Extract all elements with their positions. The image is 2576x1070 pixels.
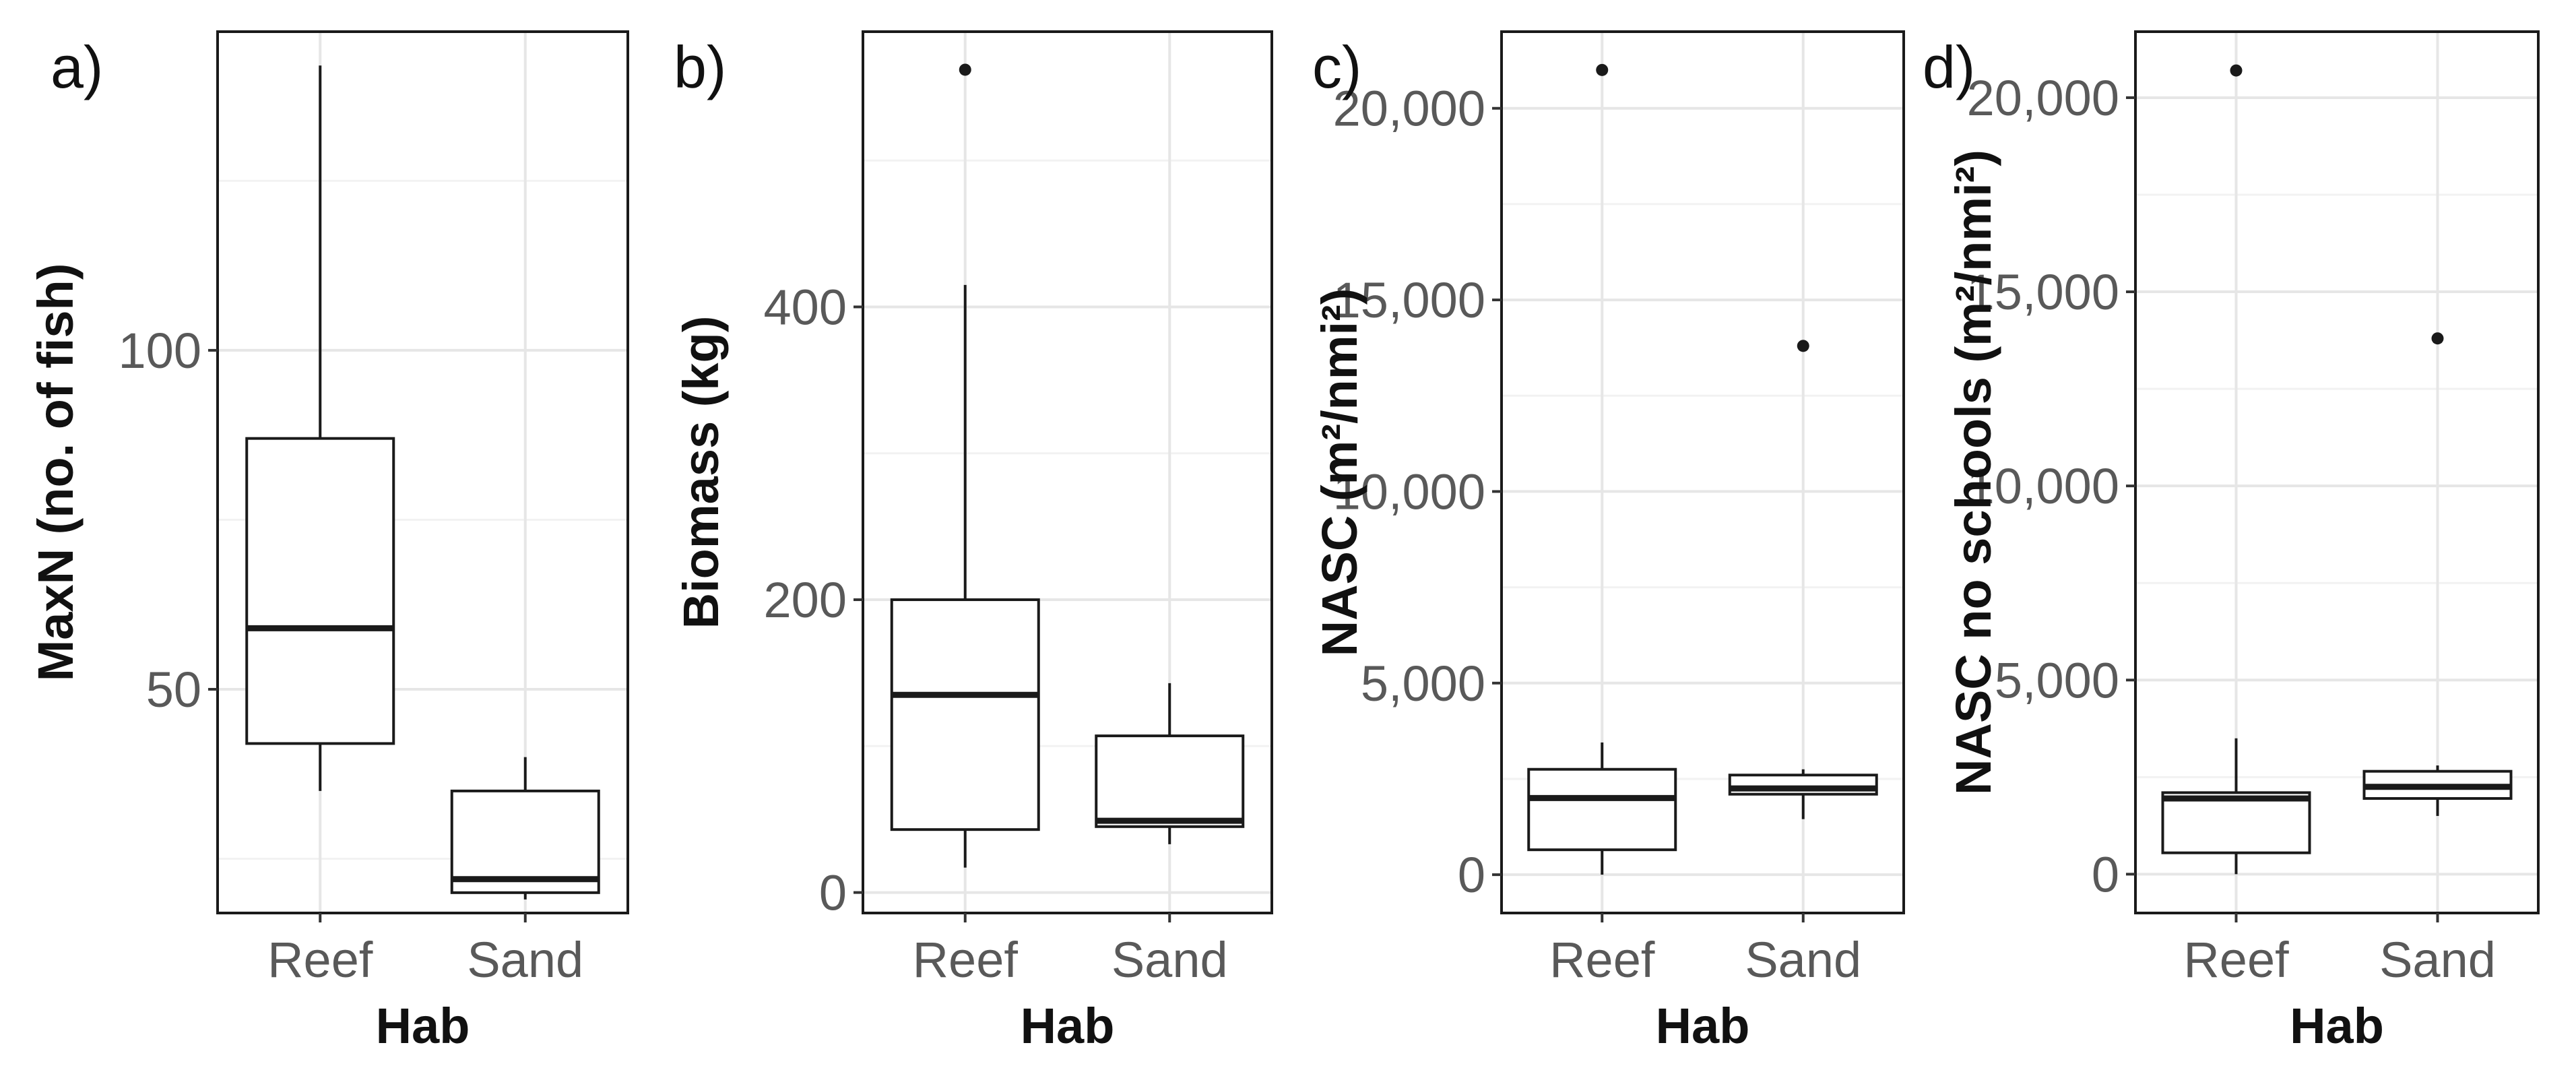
y-axis-title: NASC (m²/nmi²) [1312, 288, 1367, 657]
box-sand [1728, 340, 1878, 819]
x-axis-title: Hab [1021, 998, 1115, 1054]
box-sand [2362, 332, 2513, 816]
y-tick-label: 0 [1458, 847, 1485, 903]
panel-c: 0 5,000 10,000 15,000 20,000 Reef Sand Hab NASC … [1312, 30, 1905, 1054]
box-reef [245, 65, 395, 791]
y-tick-label: 0 [819, 865, 847, 921]
panel-b: 0 200 400 Reef Sand Hab Biomass (kg) b) [673, 30, 1273, 1054]
x-axis-title: Hab [376, 998, 470, 1054]
box-sand [1095, 683, 1245, 844]
panel-border [2134, 30, 2540, 914]
box-iqr [450, 789, 600, 894]
panel-label: b) [674, 34, 726, 100]
box-iqr [1095, 734, 1245, 828]
box-iqr [245, 437, 395, 745]
outlier-point [1596, 63, 1609, 76]
y-tick-label: 20,000 [1967, 70, 2119, 126]
x-tick-label: Reef [913, 932, 1019, 988]
x-tick-label: Reef [2183, 932, 2289, 988]
panel-border [216, 30, 629, 914]
box-reef [2161, 64, 2311, 875]
x-tick-label: Sand [1112, 932, 1228, 988]
y-tick-label: 15,000 [1333, 272, 1485, 328]
x-axis-title: Hab [1656, 998, 1750, 1054]
y-tick-label: 200 [764, 572, 847, 628]
panel-a: 50 100 Reef Sand Hab MaxN (no. of fish) a) [28, 30, 629, 1054]
x-tick-label: Reef [267, 932, 373, 988]
y-tick-label: 10,000 [1967, 458, 2119, 514]
y-axis-title: NASC no schools (m²/nmi²) [1945, 150, 2001, 795]
panel-border [1500, 30, 1905, 914]
panel-label: c) [1312, 34, 1361, 100]
y-tick-label: 100 [119, 323, 201, 379]
y-tick-label: 0 [2092, 846, 2119, 902]
x-tick-label: Reef [1549, 932, 1655, 988]
x-tick-label: Sand [467, 932, 583, 988]
panel-border [862, 30, 1273, 914]
panel-d: 0 5,000 10,000 15,000 20,000 Reef Sand Hab NASC … [1923, 30, 2540, 1054]
y-tick-label: 20,000 [1333, 81, 1485, 137]
panel-label: d) [1923, 34, 1975, 100]
y-tick-label: 10,000 [1333, 464, 1485, 520]
panel-label: a) [51, 34, 103, 100]
box-iqr [2161, 791, 2311, 854]
box-sand [450, 757, 600, 900]
box-iqr [890, 598, 1040, 831]
y-axis-title: MaxN (no. of fish) [28, 263, 84, 682]
y-tick-label: 50 [146, 662, 201, 718]
box-reef [1527, 63, 1677, 875]
y-axis-title: Biomass (kg) [673, 316, 729, 629]
y-tick-label: 15,000 [1967, 264, 2119, 320]
y-tick-label: 5,000 [1361, 656, 1485, 712]
outlier-point [2431, 332, 2444, 345]
x-tick-label: Sand [1745, 932, 1861, 988]
outlier-point [1797, 340, 1809, 352]
box-reef [890, 63, 1040, 868]
box-iqr [1527, 767, 1677, 852]
outlier-point [2230, 64, 2243, 77]
x-tick-label: Sand [2379, 932, 2496, 988]
outlier-point [959, 63, 971, 76]
y-tick-label: 5,000 [1995, 652, 2119, 708]
x-axis-title: Hab [2290, 998, 2384, 1054]
y-tick-label: 400 [764, 279, 847, 335]
